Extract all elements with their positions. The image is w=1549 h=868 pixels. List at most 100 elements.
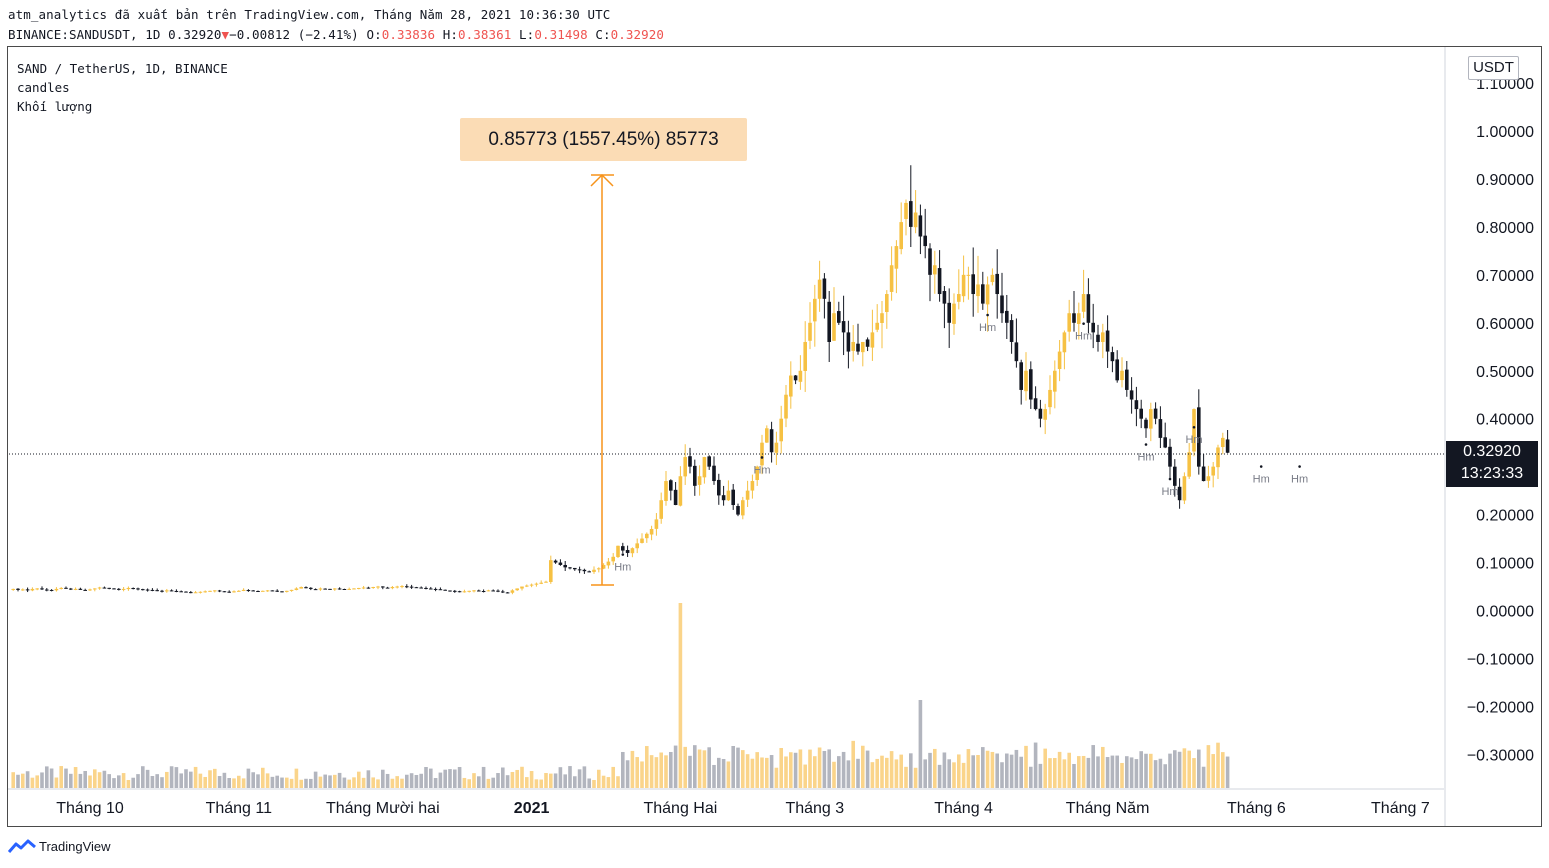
symbol-ohlc-line: BINANCE:SANDUSDT, 1D 0.32920▼−0.00812 (−… [8,27,664,42]
volume-bar [640,761,644,788]
candle-body [745,490,750,500]
volume-bar [150,776,155,788]
symbol-info: BINANCE:SANDUSDT, 1D 0.32920 [8,27,222,42]
published-line: atm_analytics đã xuất bản trên TradingVi… [8,7,611,22]
candle-body [217,590,222,592]
candle-body [947,302,951,323]
candle-body [717,479,721,496]
candle-body [971,274,975,295]
volume-bar [361,777,366,788]
pattern-dot [1082,322,1085,325]
volume-bar [966,749,971,788]
legend-series[interactable]: candles [17,80,70,95]
legend-symbol[interactable]: SAND / TetherUS, 1D, BINANCE [17,61,228,76]
candle-body [1206,476,1211,481]
time-tick-label: Tháng 6 [1227,800,1286,817]
volume-bar [784,756,788,788]
candle-body [1091,322,1095,333]
candle-body [774,442,779,453]
currency-button[interactable]: USDT [1468,56,1519,80]
volume-bar [1168,753,1172,788]
volume-bar [155,774,159,788]
volume-bar [208,770,212,788]
legend-volume[interactable]: Khối lượng [17,99,93,114]
time-tick-label: Tháng 7 [1371,800,1430,817]
measure-tool[interactable] [590,173,614,586]
volume-bar [1110,755,1115,788]
candle-body [304,587,308,589]
pattern-label: Hm [1291,474,1308,486]
volume-bar [376,779,380,788]
candle-body [664,481,668,501]
candle-body [179,591,183,593]
volume-bar [414,774,419,788]
volume-bar [841,751,846,788]
candle-body [477,590,481,592]
volume-bar [712,764,716,788]
candle-body [121,588,126,590]
annotation-layer: Hm Hm Hm Hm Hm Hm Hm Hm Hm [614,313,1308,574]
volume-bar [813,756,817,788]
candle-body [251,590,255,592]
volume-bar [1038,763,1043,788]
candle-body [995,273,999,295]
candle-body [213,590,217,592]
volume-bar [1125,756,1129,788]
volume-bar [731,745,735,788]
volume-bar [21,773,25,788]
candle-body [597,568,601,570]
candle-body [1033,398,1038,410]
volume-bar [40,772,44,788]
volume-bar [558,767,563,788]
candle-body [678,476,683,506]
price-tick-label: 0.00000 [1476,604,1534,621]
price-axis: 1.10000 1.00000 0.90000 0.80000 0.70000 0.600… [1467,76,1534,764]
candle-body [693,465,697,486]
price-tick-label: 0.50000 [1476,364,1534,381]
volume-bar [789,752,793,788]
volume-bar [59,766,63,788]
volume-bar [1014,749,1019,788]
candle-body [333,588,337,590]
candle-body [918,215,923,237]
time-tick-label: Tháng 4 [934,800,993,817]
volume-bar [1187,750,1191,788]
candle-body [808,322,812,341]
tradingview-logo-icon [8,839,36,853]
volume-bar [371,777,375,788]
volume-bar [865,750,870,788]
volume-bar [232,778,236,788]
volume-bar [505,775,510,788]
volume-bar [486,778,491,788]
volume-bar [1077,756,1081,788]
volume-bar [971,755,975,788]
volume-bar [1201,766,1206,788]
candle-body [707,456,711,467]
candle-body [841,321,846,333]
candle-body [601,564,606,569]
volume-bar [1182,748,1187,788]
candle-body [832,313,836,341]
volume-bar [352,777,356,788]
candle-body [1201,466,1206,482]
candle-body [577,569,582,571]
volume-bar [117,775,121,788]
volume-bar [1120,762,1124,788]
down-arrow-icon: ▼ [221,27,230,42]
candle-body [227,591,231,593]
candle-body [750,481,755,491]
candle-body [606,561,611,566]
candle-body [155,590,159,592]
volume-bar [1221,752,1225,788]
candle-body [592,569,596,572]
volume-bar [304,778,308,788]
volume-bar [803,764,807,788]
footer[interactable]: TradingView [8,838,111,854]
time-axis: Tháng 10 Tháng 11 Tháng Mười hai 2021 Tháng … [56,800,1430,817]
candle-body [765,428,769,443]
volume-bar [1009,754,1014,788]
candle-body [232,591,236,593]
volume-bar [54,777,59,788]
volume-bar [769,755,774,788]
